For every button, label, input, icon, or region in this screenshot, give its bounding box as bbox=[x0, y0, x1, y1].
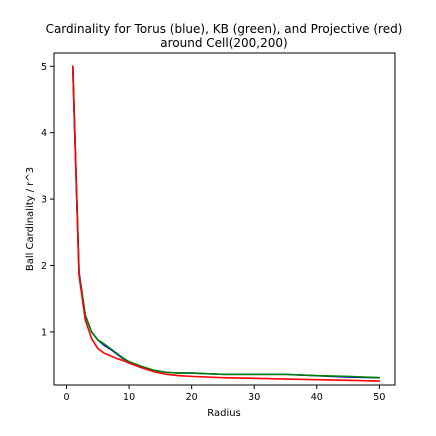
x-tick-label: 10 bbox=[123, 392, 135, 403]
series-layer bbox=[71, 65, 381, 382]
y-tick-label: 3 bbox=[41, 195, 47, 206]
x-axis-label: Radius bbox=[207, 408, 241, 419]
y-axis-label: Ball Cardinality / r^3 bbox=[25, 167, 36, 271]
y-tick-label: 2 bbox=[41, 261, 47, 272]
x-tick-label: 50 bbox=[373, 392, 385, 403]
chart-title-line-2: around Cell(200,200) bbox=[160, 36, 287, 50]
x-axis-ticks: 0 10 20 30 40 50 bbox=[63, 385, 385, 403]
x-tick-label: 40 bbox=[311, 392, 323, 403]
plot-frame bbox=[53, 52, 396, 386]
y-tick-label: 5 bbox=[41, 62, 47, 73]
y-tick-label: 1 bbox=[41, 327, 47, 338]
series-line-3 bbox=[71, 65, 381, 382]
y-tick-label: 4 bbox=[41, 128, 47, 139]
x-tick-label: 30 bbox=[248, 392, 260, 403]
x-tick-label: 0 bbox=[63, 392, 69, 403]
y-axis-ticks: 1 2 3 4 5 bbox=[41, 62, 54, 338]
series-line-2 bbox=[71, 65, 381, 379]
x-tick-label: 20 bbox=[186, 392, 198, 403]
chart-title-line-1: Cardinality for Torus (blue), KB (green)… bbox=[46, 22, 403, 36]
